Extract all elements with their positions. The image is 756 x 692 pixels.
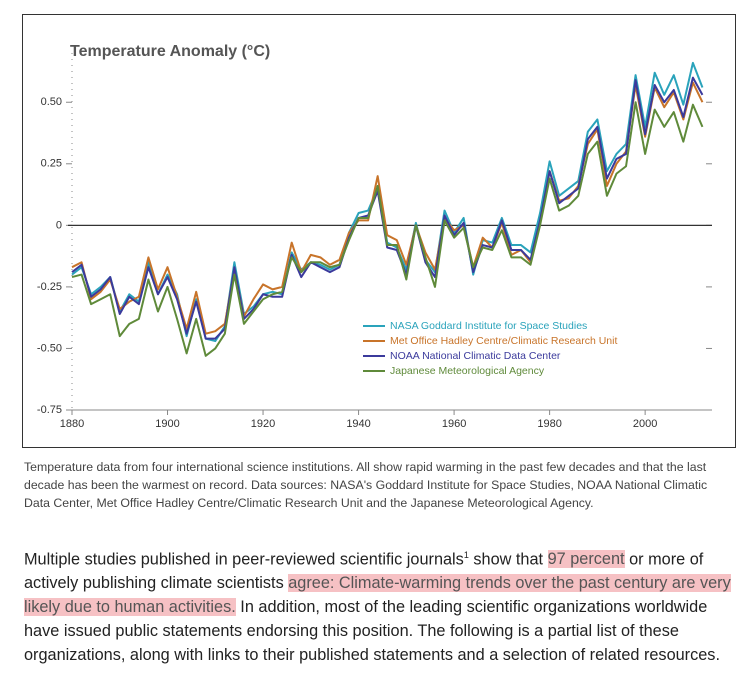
chart-frame (22, 14, 736, 448)
y-tick-label: 0.25 (41, 158, 62, 170)
x-tick-label: 1900 (155, 418, 179, 430)
y-tick-label: -0.25 (37, 281, 62, 293)
series-line (71, 76, 704, 340)
legend-label: NASA Goddard Institute for Space Studies (390, 320, 587, 332)
x-tick-label: 2000 (633, 418, 657, 430)
text: Multiple studies published in peer-revie… (24, 550, 464, 569)
x-tick-label: 1940 (346, 418, 370, 430)
highlight: 97 percent (547, 550, 625, 569)
legend-label: NOAA National Climatic Data Center (390, 350, 561, 362)
x-tick-label: 1980 (537, 418, 561, 430)
chart: Temperature Anomaly (°C) -0.75 -0.50 -0.25… (22, 14, 736, 448)
legend-label: Met Office Hadley Centre/Climatic Resear… (390, 335, 617, 347)
y-tick-label: -0.75 (37, 404, 62, 416)
text: In addition, most of the leading scienti… (24, 598, 720, 665)
chart-title: Temperature Anomaly (°C) (70, 43, 270, 60)
x-tick-label: 1880 (60, 418, 84, 430)
text: or more of actively publishing climate s… (24, 550, 704, 593)
x-tick-label: 1920 (251, 418, 275, 430)
footnote-ref[interactable]: 1 (463, 550, 469, 560)
y-tick-label: -0.50 (37, 342, 62, 354)
text: show that (468, 550, 548, 569)
y-tick-label: 0.50 (41, 96, 62, 108)
series-line (71, 101, 704, 357)
paragraph: Multiple studies published in peer-revie… (24, 543, 736, 667)
legend-label: Japanese Meteorological Agency (390, 365, 545, 377)
caption: Temperature data from four international… (24, 460, 708, 510)
y-tick-label: 0 (56, 219, 62, 231)
x-tick-label: 1960 (442, 418, 466, 430)
